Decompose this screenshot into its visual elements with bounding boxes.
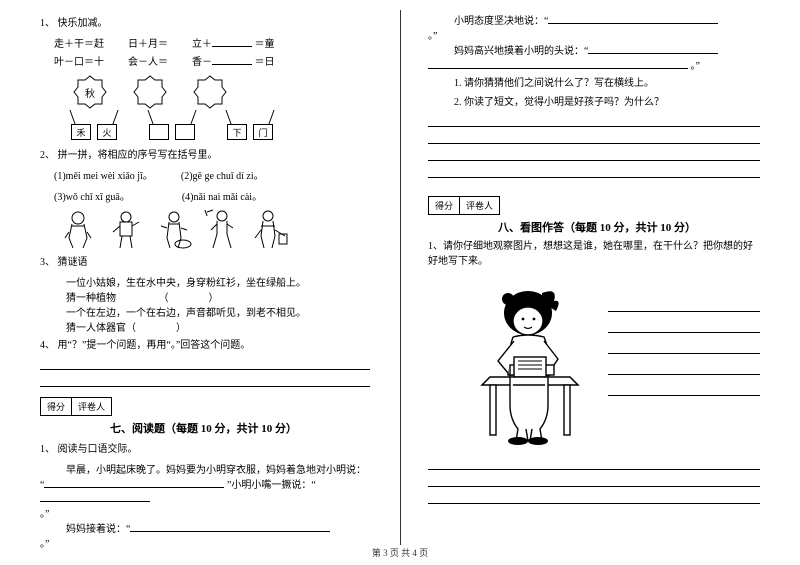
- q1-row2: 叶－口＝十 会－人＝ 香－ ＝日: [54, 53, 370, 68]
- section-8-title: 八、看图作答（每题 10 分，共计 10 分）: [498, 219, 760, 235]
- q2-pinyin-2: (3)wǒ chī xī guā。 (4)nǎi nai mǎi cài。: [54, 188, 370, 203]
- pic-2: [106, 207, 146, 251]
- box-2b[interactable]: [175, 124, 195, 140]
- q1-2b: 会－人＝: [128, 53, 168, 68]
- box-3b[interactable]: 门: [253, 124, 273, 140]
- flower-1-char: 秋: [85, 85, 95, 100]
- q3: 3、 猜谜语: [40, 255, 370, 270]
- q1-num: 1、: [40, 18, 55, 29]
- pic-5: [250, 207, 290, 251]
- q4-line-1[interactable]: [40, 359, 370, 370]
- flower-row: 秋: [72, 74, 370, 110]
- answer-lines: [428, 116, 760, 178]
- girl-illustration: [458, 279, 608, 449]
- box-2a[interactable]: [149, 124, 169, 140]
- writing-line[interactable]: [608, 364, 760, 375]
- answer-line[interactable]: [428, 133, 760, 144]
- writing-line[interactable]: [428, 476, 760, 487]
- score-label-a: 得分: [40, 397, 72, 416]
- q1-1c: 立＋ ＝童: [192, 35, 275, 50]
- q7-l3: 妈妈接着说：“: [66, 520, 370, 535]
- r-q2: 2. 你读了短文，觉得小明是好孩子吗？为什么？: [454, 95, 760, 110]
- blank[interactable]: [212, 36, 252, 47]
- pic-1: [58, 207, 98, 251]
- q7-l2: 。”: [40, 505, 370, 520]
- writing-line[interactable]: [608, 385, 760, 396]
- q1: 1、 快乐加减。: [40, 16, 370, 31]
- q3-title: 猜谜语: [58, 257, 88, 268]
- score-box-8: 得分 评卷人: [428, 196, 760, 215]
- q2: 2、 拼一拼，将相应的序号写在括号里。: [40, 148, 370, 163]
- split-1: 禾 火: [66, 110, 122, 140]
- q2-title: 拼一拼，将相应的序号写在括号里。: [58, 150, 218, 161]
- r-l2b: 。”: [428, 57, 760, 72]
- blank[interactable]: [44, 477, 224, 488]
- score-label-b: 评卷人: [72, 397, 112, 416]
- q2-num: 2、: [40, 150, 55, 161]
- answer-line[interactable]: [428, 116, 760, 127]
- split-3: 下 门: [222, 110, 278, 140]
- box-3a[interactable]: 下: [227, 124, 247, 140]
- q7-l1: 早晨，小明起床晚了。妈妈要为小明穿衣服，妈妈着急地对小明说：: [66, 461, 370, 476]
- q3-l1: 一位小姑娘，生在水中央，身穿粉红衫，坐在绿船上。: [66, 274, 370, 289]
- split-row: 禾 火 下 门: [66, 110, 370, 140]
- blank[interactable]: [130, 521, 330, 532]
- q1-title: 快乐加减。: [58, 18, 108, 29]
- writing-line[interactable]: [608, 343, 760, 354]
- left-column: 1、 快乐加减。 走＋干＝赶 日＋月＝ 立＋ ＝童 叶－口＝十 会－人＝ 香－ …: [0, 0, 400, 540]
- blank[interactable]: [212, 54, 252, 65]
- page-footer: 第 3 页 共 4 页: [0, 546, 800, 559]
- r-l1-end: 。”: [428, 27, 760, 42]
- q1-1b: 日＋月＝: [128, 35, 168, 50]
- q3-l4: 猜一人体器官（ ）: [66, 319, 370, 334]
- q1-2c: 香－ ＝日: [192, 53, 275, 68]
- r-l2: 妈妈高兴地摸着小明的头说：“: [454, 42, 760, 57]
- q1-1a: 走＋干＝赶: [54, 35, 104, 50]
- q7-l1-blank: “ ”小明小嘴一撅说：“: [40, 476, 370, 505]
- q4-num: 4、: [40, 340, 55, 351]
- q3-l2: 猜一种植物 （ ）: [66, 289, 370, 304]
- answer-line[interactable]: [428, 167, 760, 178]
- q2-pinyin-1: (1)měi mei wèi xiǎo jī。 (2)gē ge chuī dí…: [54, 167, 370, 182]
- answer-line[interactable]: [428, 150, 760, 161]
- writing-line[interactable]: [608, 322, 760, 333]
- right-column: 小明态度坚决地说：“ 。” 妈妈高兴地摸着小明的头说：“ 。” 1. 请你猜猜他…: [400, 0, 800, 540]
- q8: 1、请你仔细地观察图片，想想这是谁，她在哪里，在干什么？把你想的好好地写下来。: [428, 239, 760, 269]
- blank[interactable]: [40, 491, 150, 502]
- q7-title: 阅读与口语交际。: [58, 444, 138, 455]
- writing-line[interactable]: [608, 301, 760, 312]
- q1-row1: 走＋干＝赶 日＋月＝ 立＋ ＝童: [54, 35, 370, 50]
- q3-l3: 一个在左边，一个在右边，声音都听见，到老不相见。: [66, 304, 370, 319]
- r-l1: 小明态度坚决地说：“: [454, 12, 760, 27]
- blank[interactable]: [428, 58, 688, 69]
- blank[interactable]: [548, 13, 718, 24]
- r-q1: 1. 请你猜猜他们之间说什么了？写在横线上。: [454, 76, 760, 91]
- q1-2a: 叶－口＝十: [54, 53, 104, 68]
- split-2: [144, 110, 200, 140]
- flower-2: [132, 74, 168, 110]
- flower-3: [192, 74, 228, 110]
- score-label-a: 得分: [428, 196, 460, 215]
- q3-num: 3、: [40, 257, 55, 268]
- q7: 1、 阅读与口语交际。: [40, 442, 370, 457]
- section-7-title: 七、阅读题（每题 10 分，共计 10 分）: [110, 420, 370, 436]
- q4-title: 用“？”提一个问题，再用“。”回答这个问题。: [58, 340, 251, 351]
- q7-num: 1、: [40, 444, 55, 455]
- box-1b[interactable]: 火: [97, 124, 117, 140]
- box-1a[interactable]: 禾: [71, 124, 91, 140]
- pic-3: [154, 207, 194, 251]
- score-box-7: 得分 评卷人: [40, 397, 370, 416]
- writing-line[interactable]: [428, 459, 760, 470]
- blank[interactable]: [588, 43, 718, 54]
- picture-row: [58, 207, 370, 251]
- score-label-b: 评卷人: [460, 196, 500, 215]
- writing-line[interactable]: [428, 493, 760, 504]
- q4-line-2[interactable]: [40, 376, 370, 387]
- flower-1: 秋: [72, 74, 108, 110]
- q4: 4、 用“？”提一个问题，再用“。”回答这个问题。: [40, 338, 370, 353]
- pic-4: [202, 207, 242, 251]
